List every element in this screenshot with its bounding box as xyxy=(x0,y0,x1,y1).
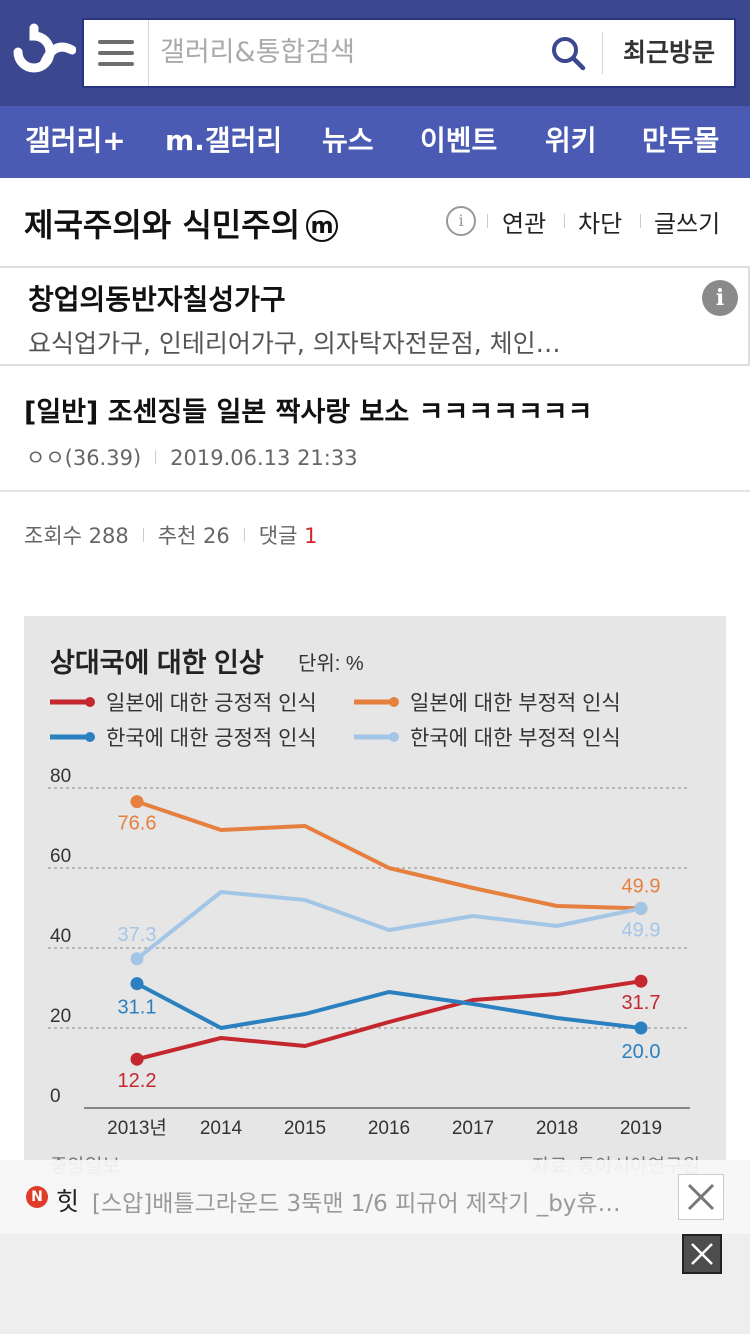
recent-visit-button[interactable]: 최근방문 xyxy=(602,32,735,74)
menu-icon xyxy=(98,40,134,44)
data-label: 12.2 xyxy=(118,1070,157,1092)
block-link[interactable]: 차단 xyxy=(578,210,623,238)
close-banner-button[interactable] xyxy=(678,1174,724,1220)
recommend-count: 추천 26 xyxy=(157,524,230,548)
gallery-title[interactable]: 제국주의와 식민주의 m xyxy=(24,200,339,246)
post-chart-image: 상대국에 대한 인상 단위: % 일본에 대한 긍정적 인식 일본에 대한 부정적 인… xyxy=(24,616,726,1196)
ad-subtitle: 요식업가구, 인테리어가구, 의자탁자전문점, 체인… xyxy=(28,329,561,358)
series-line xyxy=(135,890,642,961)
divider xyxy=(487,214,488,228)
data-point xyxy=(634,901,648,915)
legend-label: 한국에 대한 부정적 인식 xyxy=(410,727,621,750)
x-tick-label: 2016 xyxy=(368,1118,410,1139)
legend-label: 한국에 대한 긍정적 인식 xyxy=(106,727,317,750)
ad-banner[interactable]: 창업의동반자칠성가구 요식업가구, 인테리어가구, 의자탁자전문점, 체인… i xyxy=(0,266,750,366)
series-line xyxy=(136,799,642,911)
x-tick-label: 2019 xyxy=(620,1118,662,1139)
data-label: 31.7 xyxy=(622,992,661,1014)
nav-wiki[interactable]: 위키 xyxy=(545,124,597,157)
data-point xyxy=(634,1021,648,1035)
hit-label: 힛 xyxy=(56,1187,80,1216)
x-tick-label: 2013년 xyxy=(107,1117,167,1139)
data-point xyxy=(634,974,648,988)
close-icon xyxy=(691,1243,713,1265)
data-label: 49.9 xyxy=(622,875,661,897)
legend-marker xyxy=(85,697,95,707)
legend-marker xyxy=(389,732,399,742)
divider xyxy=(640,214,641,228)
write-link[interactable]: 글쓰기 xyxy=(654,210,721,238)
post-title: [일반] 조센징들 일본 짝사랑 보소 ㅋㅋㅋㅋㅋㅋㅋ xyxy=(24,397,593,428)
ad-info-icon[interactable]: i xyxy=(702,280,738,316)
close-ad-button[interactable] xyxy=(682,1234,722,1274)
view-count: 조회수 288 xyxy=(24,524,129,548)
comment-count[interactable]: 1 xyxy=(304,524,318,548)
search-bar: 갤러리&통합검색 최근방문 xyxy=(82,18,736,88)
nav-news[interactable]: 뉴스 xyxy=(322,124,374,157)
nav-gallery-plus[interactable]: 갤러리+ xyxy=(25,124,126,157)
post-stats: 조회수 288 추천 26 댓글 1 xyxy=(24,520,317,550)
series-line xyxy=(136,981,642,1030)
nav-mandumall[interactable]: 만두몰 xyxy=(642,124,720,157)
legend-marker xyxy=(85,732,95,742)
y-tick-label: 40 xyxy=(50,926,71,947)
post-date: 2019.06.13 21:33 xyxy=(170,446,358,470)
related-link[interactable]: 연관 xyxy=(502,210,547,238)
x-tick-label: 2017 xyxy=(452,1118,494,1139)
main-nav: 갤러리+ m.갤러리 뉴스 이벤트 위키 만두몰 xyxy=(0,106,750,178)
data-point xyxy=(130,952,144,966)
y-tick-label: 80 xyxy=(50,766,71,787)
hit-banner[interactable]: N 힛 [스압]배틀그라운드 3뚝맨 1/6 피규어 제작기 _by휴… xyxy=(0,1160,750,1234)
data-label: 37.3 xyxy=(118,924,157,946)
y-tick-label: 20 xyxy=(50,1006,71,1027)
line-chart: 상대국에 대한 인상 단위: % 일본에 대한 긍정적 인식 일본에 대한 부정적 인… xyxy=(48,648,700,1177)
divider xyxy=(155,450,157,464)
search-icon[interactable] xyxy=(550,35,586,71)
data-point xyxy=(130,1052,144,1066)
legend-marker xyxy=(389,697,399,707)
post-author[interactable]: ㅇㅇ(36.39) xyxy=(26,446,142,470)
post-header: [일반] 조센징들 일본 짝사랑 보소 ㅋㅋㅋㅋㅋㅋㅋ ㅇㅇ(36.39) 201… xyxy=(0,366,750,492)
close-icon xyxy=(687,1183,715,1211)
chart-title: 상대국에 대한 인상 xyxy=(50,648,264,678)
nav-m-gallery[interactable]: m.갤러리 xyxy=(165,124,283,157)
series-line xyxy=(136,979,642,1062)
x-tick-label: 2015 xyxy=(284,1118,326,1139)
top-header: 갤러리&통합검색 최근방문 xyxy=(0,0,750,106)
nav-event[interactable]: 이벤트 xyxy=(420,124,498,157)
post-meta: ㅇㅇ(36.39) 2019.06.13 21:33 xyxy=(26,442,358,472)
n-badge-icon: N xyxy=(26,1186,48,1208)
legend-label: 일본에 대한 부정적 인식 xyxy=(410,692,621,715)
data-point xyxy=(130,795,144,809)
data-label: 20.0 xyxy=(622,1041,661,1063)
minor-gallery-badge: m xyxy=(306,210,339,242)
gallery-header: 제국주의와 식민주의 m i 연관 차단 글쓰기 xyxy=(0,178,750,268)
comment-label: 댓글 xyxy=(258,524,298,548)
info-icon[interactable]: i xyxy=(446,206,476,236)
gallery-title-text: 제국주의와 식민주의 xyxy=(24,206,301,244)
y-tick-label: 0 xyxy=(50,1086,61,1107)
data-label: 76.6 xyxy=(118,813,157,835)
menu-button[interactable] xyxy=(84,20,149,86)
data-label: 49.9 xyxy=(622,919,661,941)
data-label: 31.1 xyxy=(118,997,157,1019)
x-tick-label: 2014 xyxy=(200,1118,243,1139)
divider xyxy=(564,214,565,228)
hit-link-text[interactable]: [스압]배틀그라운드 3뚝맨 1/6 피규어 제작기 _by휴… xyxy=(92,1191,621,1217)
data-point xyxy=(130,977,144,991)
legend-label: 일본에 대한 긍정적 인식 xyxy=(106,692,317,715)
dc-logo-icon[interactable] xyxy=(10,22,76,82)
ad-title: 창업의동반자칠성가구 xyxy=(28,283,286,316)
chart-unit: 단위: % xyxy=(298,652,364,675)
search-input[interactable]: 갤러리&통합검색 xyxy=(160,37,355,68)
x-tick-label: 2018 xyxy=(536,1118,578,1139)
y-tick-label: 60 xyxy=(50,846,71,867)
bottom-ad-area xyxy=(0,1234,750,1334)
